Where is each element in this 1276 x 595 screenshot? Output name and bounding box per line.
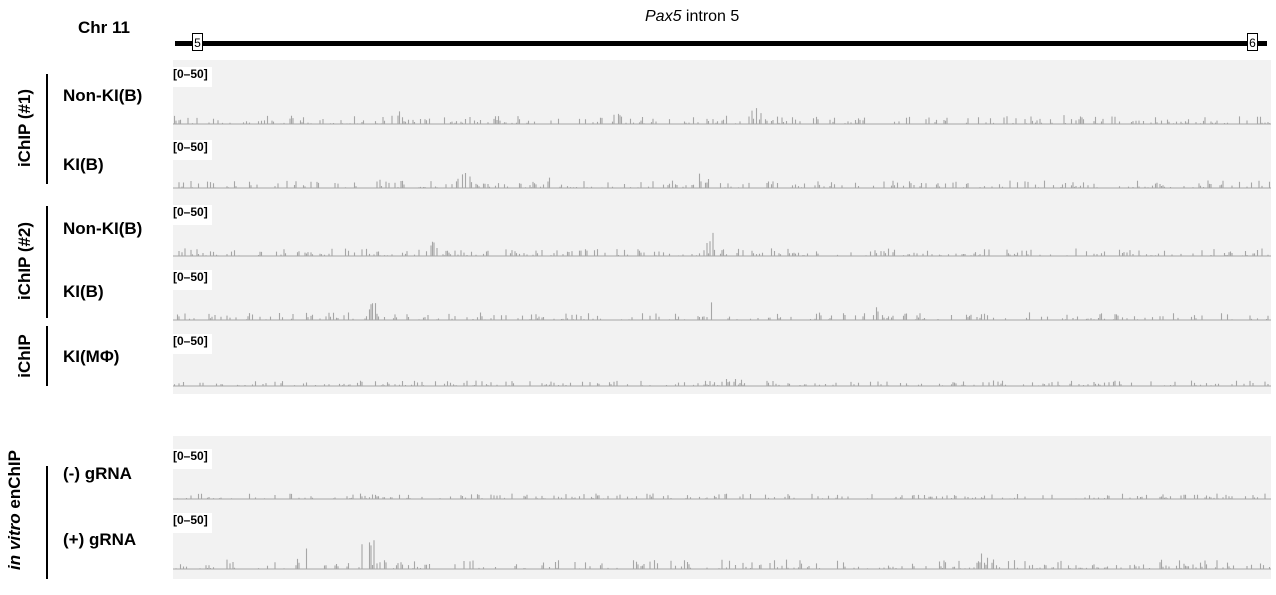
chromosome-label: Chr 11 [78,18,130,37]
range-label-3: [0–50] [173,205,212,225]
sample-label-6: (-) gRNA [63,464,132,483]
coverage-signal [175,540,1271,569]
group-bar-enchip [46,466,48,579]
sample-label-5: KI(MΦ) [63,347,120,366]
gene-region-label: Pax5 intron 5 [645,8,739,26]
signal-track-5 [173,328,1271,390]
signal-track-1 [173,60,1271,128]
range-label-2: [0–50] [173,140,212,160]
group-label-enchip-rest: enChIP [5,450,24,514]
signal-track-4-plot [173,302,1271,321]
sample-label-2: KI(B) [63,155,104,174]
sample-label-4: KI(B) [63,282,104,301]
range-label-7: [0–50] [173,513,212,533]
range-label-4: [0–50] [173,270,212,290]
group-label-enchip-italic: in vitro [5,513,24,570]
enchip-panel-background [173,436,1271,579]
signal-track-2 [173,128,1271,192]
signal-track-2-plot [173,173,1271,189]
signal-track-6-plot [173,493,1271,500]
coverage-signal [173,379,1269,386]
group-label-ichip-1: iChIP (#1) [15,88,34,168]
group-label-enchip: in vitro enChIP [5,425,25,595]
coverage-signal [176,493,1266,499]
group-bar-ichip-2 [46,206,48,318]
exon-5-marker: 5 [192,33,203,51]
exon-6-marker: 6 [1247,33,1258,51]
signal-track-7-plot [173,540,1271,570]
sample-label-3: Non-KI(B) [63,219,143,238]
gene-axis-line [175,41,1267,46]
coverage-signal [173,108,1271,124]
signal-track-1-plot [173,108,1271,125]
sample-label-1: Non-KI(B) [63,86,143,105]
coverage-signal [178,232,1269,256]
range-label-1: [0–50] [173,67,212,87]
signal-track-4 [173,262,1271,324]
signal-track-5-plot [173,379,1271,387]
sample-label-7: (+) gRNA [63,530,137,549]
gene-region-suffix: intron 5 [681,8,740,25]
coverage-signal [178,173,1271,188]
group-label-ichip-3: iChIP [15,334,34,378]
signal-track-7 [173,507,1271,573]
range-label-5: [0–50] [173,334,212,354]
group-bar-ichip-1 [46,74,48,184]
range-label-6: [0–50] [173,449,212,469]
group-bar-ichip-3 [46,326,48,386]
coverage-signal [176,302,1269,320]
ichip-panel-background [173,60,1271,394]
gene-name: Pax5 [645,8,682,25]
signal-track-3 [173,196,1271,260]
signal-track-6 [173,443,1271,503]
signal-track-3-plot [173,232,1271,257]
